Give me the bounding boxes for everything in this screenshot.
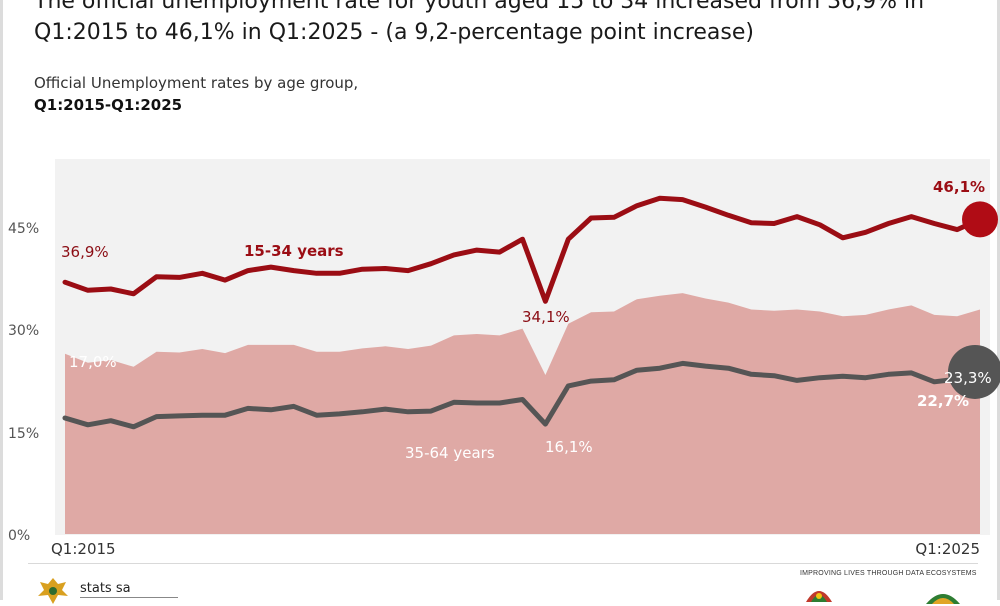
y-tick-label: 15%: [8, 426, 39, 442]
coat-of-arms-icon: [38, 578, 68, 604]
adult-series-label: 35-64 years: [405, 444, 495, 462]
series-line-35-64: [62, 360, 983, 430]
adult-start-label: 17,0%: [69, 353, 117, 371]
youth-end-label: 46,1%: [933, 178, 985, 196]
frame-border-left: [0, 0, 3, 600]
unemployment-chart: 0% 15% 30% 45% Q1:2015 Q1:2025 36,9% 15-…: [8, 159, 1000, 558]
chart-period: Q1:2015-Q1:2025: [34, 96, 183, 114]
x-tick-label-last: Q1:2025: [915, 540, 980, 558]
x-tick-label-first: Q1:2015: [51, 540, 116, 558]
adult-end-label: 23,3%: [944, 369, 992, 387]
partner-logo-icon: [926, 594, 960, 604]
series-line-15-34: [62, 195, 983, 304]
y-tick-label: 45%: [8, 221, 39, 237]
footer-tagline: IMPROVING LIVES THROUGH DATA ECOSYSTEMS: [800, 570, 977, 577]
youth-series-label: 15-34 years: [244, 242, 344, 260]
headline: The official unemployment rate for youth…: [34, 0, 925, 45]
y-tick-label: 30%: [8, 323, 39, 339]
chart-subtitle: Official Unemployment rates by age group…: [34, 74, 359, 92]
footer-divider: [28, 563, 978, 564]
frame-border-right: [997, 0, 1000, 600]
y-tick-label: 0%: [8, 528, 30, 544]
adult-end-marker: [948, 344, 1000, 399]
area-fill: [65, 293, 980, 534]
adult-prev-label: 22,7%: [917, 392, 969, 410]
youth-dip-label: 34,1%: [522, 308, 570, 326]
adult-dip-label: 16,1%: [545, 438, 593, 456]
youth-end-marker: [962, 201, 998, 238]
youth-start-label: 36,9%: [61, 243, 109, 261]
brand-name: stats sa: [80, 581, 131, 596]
partner-emblem-icon: [806, 591, 832, 602]
brand-underline: [80, 597, 178, 598]
